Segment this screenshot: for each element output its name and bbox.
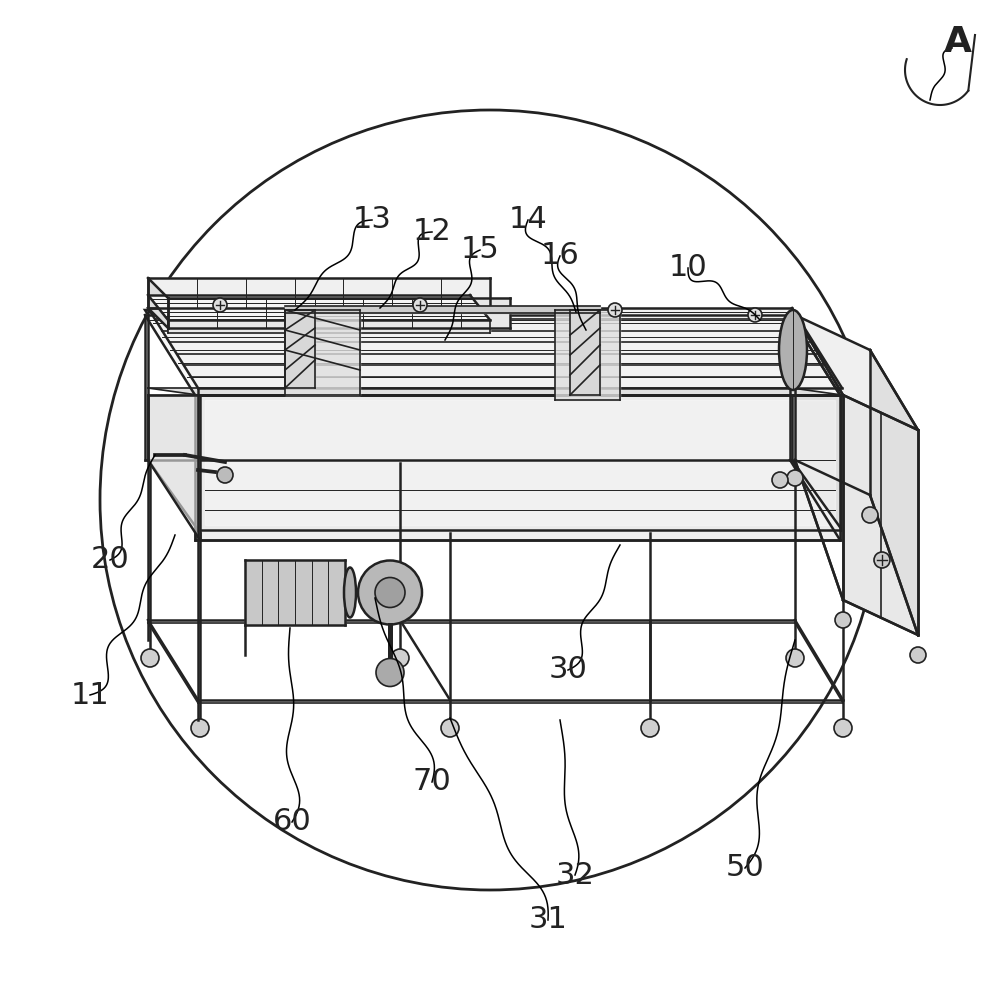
Text: 13: 13 (353, 206, 391, 235)
Text: 10: 10 (669, 253, 707, 282)
Circle shape (375, 577, 405, 608)
Circle shape (910, 647, 926, 663)
Text: A: A (944, 25, 972, 59)
Circle shape (834, 719, 852, 737)
Polygon shape (790, 315, 840, 540)
Circle shape (376, 658, 404, 686)
Circle shape (213, 298, 227, 312)
Text: 60: 60 (273, 808, 311, 837)
Circle shape (874, 552, 890, 568)
Polygon shape (148, 278, 168, 328)
Polygon shape (145, 310, 840, 390)
Polygon shape (285, 310, 315, 388)
Polygon shape (795, 315, 918, 430)
Text: 15: 15 (461, 236, 499, 264)
Text: 12: 12 (413, 218, 451, 247)
Polygon shape (148, 295, 490, 320)
Text: 31: 31 (529, 906, 567, 935)
Polygon shape (555, 310, 620, 400)
Circle shape (608, 303, 622, 317)
Polygon shape (148, 395, 200, 540)
Text: 70: 70 (413, 767, 451, 797)
Circle shape (787, 470, 803, 486)
Polygon shape (148, 278, 490, 308)
Circle shape (217, 467, 233, 483)
Text: 11: 11 (71, 680, 109, 710)
Polygon shape (168, 320, 490, 333)
Polygon shape (148, 388, 842, 395)
Polygon shape (195, 395, 840, 540)
Circle shape (772, 472, 788, 488)
Polygon shape (570, 310, 600, 395)
Text: 32: 32 (556, 860, 594, 889)
Text: 50: 50 (726, 853, 764, 882)
Polygon shape (205, 400, 835, 525)
Circle shape (441, 719, 459, 737)
Polygon shape (145, 315, 840, 395)
Polygon shape (168, 298, 510, 328)
Circle shape (748, 308, 762, 322)
Polygon shape (843, 395, 918, 635)
Ellipse shape (344, 567, 356, 618)
Circle shape (391, 649, 409, 667)
Ellipse shape (779, 310, 807, 390)
Text: 16: 16 (541, 242, 579, 270)
Circle shape (641, 719, 659, 737)
Circle shape (191, 719, 209, 737)
Text: 20: 20 (91, 545, 129, 574)
Circle shape (862, 507, 878, 523)
Circle shape (141, 649, 159, 667)
Polygon shape (285, 306, 600, 313)
Circle shape (835, 612, 851, 628)
Text: 14: 14 (509, 206, 547, 235)
Circle shape (786, 649, 804, 667)
Polygon shape (148, 395, 198, 530)
Circle shape (358, 560, 422, 625)
Polygon shape (245, 560, 345, 625)
Text: 30: 30 (549, 655, 587, 684)
Polygon shape (285, 310, 360, 395)
Polygon shape (870, 350, 918, 635)
Polygon shape (148, 308, 842, 388)
Polygon shape (198, 395, 842, 530)
Polygon shape (792, 395, 842, 530)
Circle shape (413, 298, 427, 312)
